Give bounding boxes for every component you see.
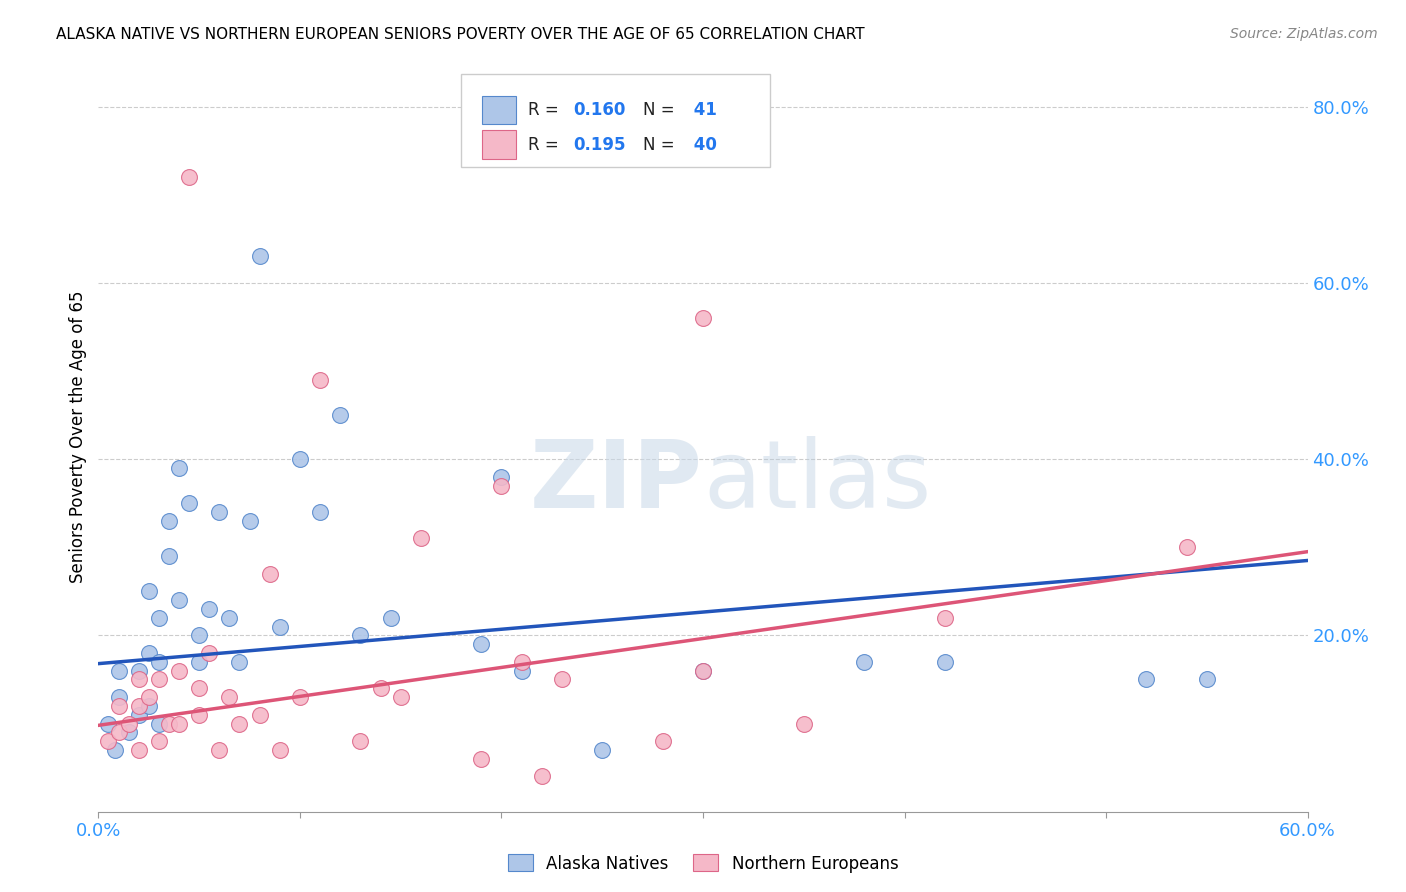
Text: R =: R = (527, 136, 564, 153)
Point (651, 734, 673, 748)
Point (228, 716, 250, 731)
Point (97, 716, 120, 731)
Point (107, 690, 129, 705)
Text: 41: 41 (689, 101, 717, 120)
Text: 0.160: 0.160 (574, 101, 626, 120)
Point (692, 664, 714, 678)
Point (470, 752, 492, 766)
Point (198, 646, 221, 660)
Point (148, 655, 170, 669)
Point (510, 664, 533, 678)
Point (167, 716, 190, 731)
Legend: Alaska Natives, Northern Europeans: Alaska Natives, Northern Europeans (501, 847, 905, 880)
Point (349, 734, 371, 748)
Point (167, 664, 190, 678)
Point (491, 478, 513, 492)
Point (107, 698, 129, 713)
Point (128, 698, 150, 713)
Point (389, 690, 412, 705)
Y-axis label: Seniors Poverty Over the Age of 65: Seniors Poverty Over the Age of 65 (69, 291, 87, 583)
Point (309, 505, 332, 519)
Point (128, 664, 150, 678)
Text: 0.195: 0.195 (574, 136, 626, 153)
Point (1175, 541, 1198, 555)
Point (128, 707, 150, 722)
Point (288, 452, 311, 467)
FancyBboxPatch shape (482, 96, 516, 124)
Point (228, 655, 250, 669)
Point (309, 373, 332, 387)
Point (118, 725, 141, 739)
Point (128, 743, 150, 757)
Point (239, 514, 262, 528)
Point (470, 637, 492, 651)
Point (853, 655, 876, 669)
Point (198, 602, 221, 616)
Text: Source: ZipAtlas.com: Source: ZipAtlas.com (1230, 27, 1378, 41)
Point (167, 593, 190, 607)
Point (148, 673, 170, 687)
Point (491, 469, 513, 483)
Text: R =: R = (527, 101, 564, 120)
Point (1195, 673, 1218, 687)
Text: ALASKA NATIVE VS NORTHERN EUROPEAN SENIORS POVERTY OVER THE AGE OF 65 CORRELATIO: ALASKA NATIVE VS NORTHERN EUROPEAN SENIO… (56, 27, 865, 42)
Point (157, 514, 180, 528)
Point (103, 743, 125, 757)
Point (138, 698, 160, 713)
Point (510, 655, 533, 669)
Point (329, 408, 352, 422)
Point (269, 619, 291, 633)
Point (208, 505, 231, 519)
Point (188, 628, 211, 642)
Point (1135, 673, 1157, 687)
Point (167, 461, 190, 475)
Point (148, 734, 170, 748)
FancyBboxPatch shape (482, 130, 516, 159)
Point (157, 716, 180, 731)
Point (349, 628, 371, 642)
Point (148, 716, 170, 731)
Point (409, 532, 432, 546)
Point (288, 690, 311, 705)
Point (107, 725, 129, 739)
Point (157, 549, 180, 563)
FancyBboxPatch shape (461, 74, 769, 168)
Point (148, 611, 170, 625)
Point (188, 707, 211, 722)
Point (138, 646, 160, 660)
Point (692, 311, 714, 326)
Text: atlas: atlas (703, 436, 931, 528)
Point (530, 769, 553, 783)
Point (370, 681, 392, 696)
Point (793, 716, 815, 731)
Point (179, 496, 201, 510)
Point (249, 249, 271, 263)
Point (259, 566, 281, 581)
Point (692, 664, 714, 678)
Point (188, 681, 211, 696)
Point (188, 655, 211, 669)
Point (591, 743, 613, 757)
Point (128, 673, 150, 687)
Text: N =: N = (643, 136, 679, 153)
Point (218, 611, 240, 625)
Point (138, 584, 160, 599)
Point (551, 673, 574, 687)
Point (218, 690, 240, 705)
Text: ZIP: ZIP (530, 436, 703, 528)
Point (934, 655, 956, 669)
Point (107, 664, 129, 678)
Text: N =: N = (643, 101, 679, 120)
Point (179, 169, 201, 184)
Point (208, 743, 231, 757)
Point (934, 611, 956, 625)
Point (269, 743, 291, 757)
Point (138, 690, 160, 705)
Text: 40: 40 (689, 136, 717, 153)
Point (380, 611, 402, 625)
Point (249, 707, 271, 722)
Point (97, 734, 120, 748)
Point (118, 716, 141, 731)
